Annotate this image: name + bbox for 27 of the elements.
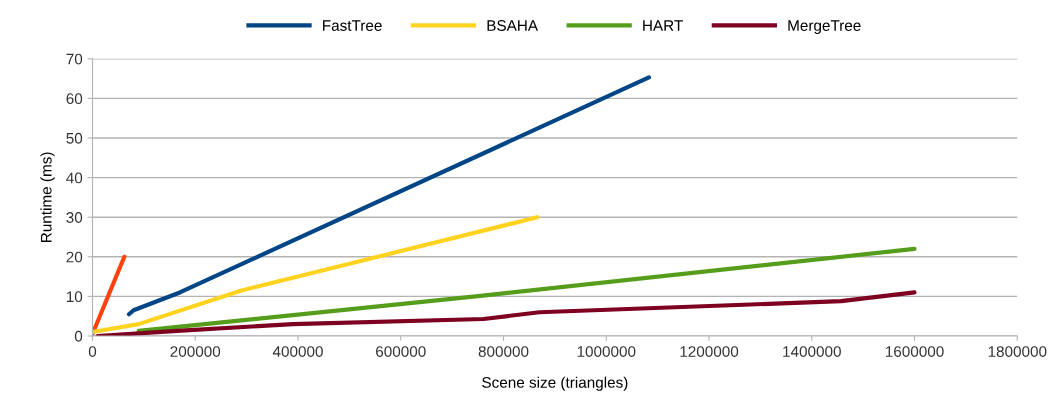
y-tick-label: 40: [66, 172, 83, 184]
y-axis-title: Runtime (ms): [40, 152, 55, 242]
x-axis-title: Scene size (triangles): [482, 376, 628, 391]
y-tick-label: 50: [66, 132, 83, 144]
legend-label: MergeTree: [788, 20, 861, 34]
line-series: [95, 290, 917, 336]
legend-label: BSAHA: [487, 20, 539, 31]
x-tick-label: 1800000: [988, 346, 1047, 357]
x-tick-label: 0: [88, 346, 97, 357]
legend-label: FastTree: [323, 20, 382, 31]
line-series: [92, 215, 540, 335]
x-tick-label: 600000: [376, 346, 426, 357]
x-tick-label: 1200000: [680, 346, 739, 357]
x-tick-label: 1600000: [885, 346, 944, 357]
y-tick-label: 70: [66, 53, 83, 65]
y-tick-label: 10: [66, 291, 83, 303]
y-tick-label: 0: [74, 330, 83, 342]
x-tick-label: 200000: [170, 346, 221, 357]
y-tick-label: 20: [66, 251, 83, 263]
x-tick-label: 800000: [478, 346, 529, 357]
y-tick-label: 60: [66, 93, 83, 105]
y-tick-label: 30: [66, 212, 83, 223]
legend-label: HART: [643, 20, 683, 31]
line-series: [126, 75, 651, 317]
x-tick-label: 400000: [272, 346, 323, 357]
x-tick-label: 1400000: [783, 346, 841, 357]
x-tick-label: 1000000: [577, 346, 636, 357]
